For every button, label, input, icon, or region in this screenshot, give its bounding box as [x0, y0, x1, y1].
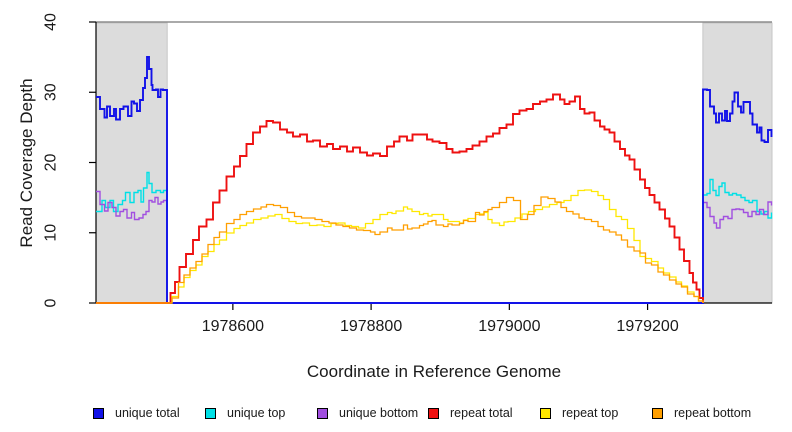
legend-item-repeat-top: repeat top: [540, 405, 618, 421]
legend-swatch-unique-top: [205, 407, 216, 419]
y-tick-label: 10: [43, 224, 60, 242]
series-repeat-bottom-line: [96, 196, 704, 304]
legend-item-unique-bottom: unique bottom: [317, 405, 418, 421]
y-axis-title: Read Coverage Depth: [17, 78, 36, 248]
legend-label: unique total: [115, 406, 180, 420]
legend-label: repeat top: [562, 406, 619, 420]
shaded-region-right-flank: [702, 22, 773, 304]
legend-label: unique bottom: [339, 406, 419, 420]
y-tick-label: 0: [43, 298, 60, 307]
x-tick-label: 1978800: [340, 318, 402, 335]
series-unique-total-line: [96, 56, 773, 304]
legend-swatch-unique-bottom: [317, 407, 328, 419]
series-unique-top-line: [96, 171, 773, 304]
legend-label: repeat total: [450, 406, 513, 420]
series-repeat-top-line: [96, 189, 704, 304]
legend-item-unique-total: unique total: [93, 405, 180, 421]
x-tick-label: 1979200: [616, 318, 678, 335]
shaded-region-left-flank: [95, 22, 168, 304]
legend: unique total unique top unique bottom repea…: [0, 405, 792, 425]
legend-item-unique-top: unique top: [205, 405, 285, 421]
legend-swatch-repeat-top: [540, 407, 551, 419]
x-axis-title: Coordinate in Reference Genome: [306, 362, 562, 381]
legend-item-repeat-bottom: repeat bottom: [652, 405, 751, 421]
series-unique-bottom-line: [96, 190, 773, 304]
legend-label: unique top: [227, 406, 286, 420]
legend-swatch-repeat-bottom: [652, 407, 663, 419]
y-tick-label: 20: [43, 154, 60, 172]
y-tick-label: 40: [43, 13, 60, 31]
series-repeat-total-line: [96, 93, 704, 304]
legend-label: repeat bottom: [674, 406, 752, 420]
x-tick-label: 1979000: [478, 318, 540, 335]
legend-swatch-unique-total: [93, 407, 104, 419]
legend-item-repeat-total: repeat total: [428, 405, 513, 421]
y-tick-label: 30: [43, 83, 60, 101]
x-tick-label: 1978600: [202, 318, 264, 335]
plot-canvas: 1978600 1978800 1979000 1979200 0 10 20 30 40: [43, 13, 773, 335]
legend-swatch-repeat-total: [428, 407, 439, 419]
